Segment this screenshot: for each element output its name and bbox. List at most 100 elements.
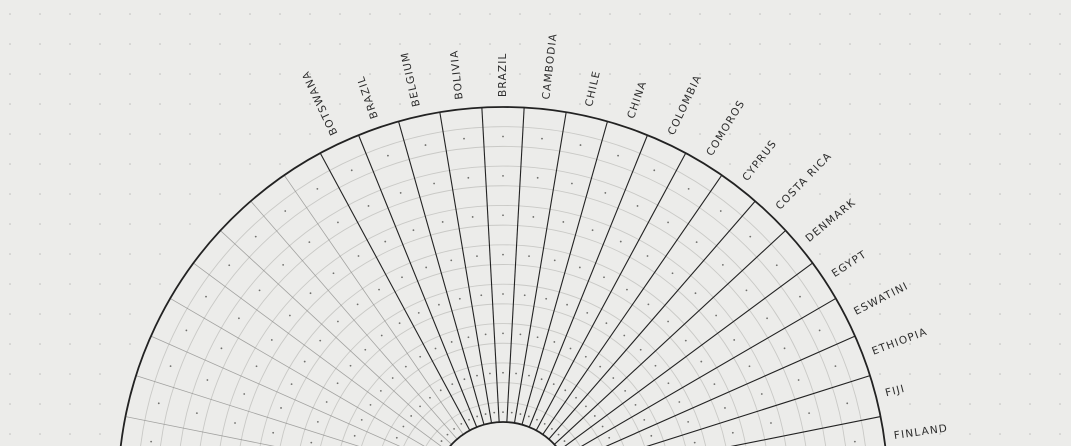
cell-dot [404, 365, 407, 368]
paper-dot [309, 103, 311, 105]
paper-dot [999, 193, 1001, 195]
paper-dot [9, 223, 11, 225]
cell-dot [489, 372, 491, 375]
paper-dot [849, 43, 851, 45]
paper-dot [39, 433, 41, 435]
paper-dot [969, 253, 971, 255]
dial-outline [119, 106, 887, 446]
cell-dot [540, 378, 543, 381]
cell-dot [532, 216, 535, 218]
cell-dot [528, 255, 530, 257]
paper-dot [1059, 373, 1061, 375]
cell-dot [446, 433, 449, 436]
cell-dot [799, 295, 801, 298]
paper-dot [699, 73, 701, 75]
ring-arc [340, 323, 666, 446]
paper-dot [489, 73, 491, 75]
cell-dot [724, 407, 726, 409]
cell-dot [453, 427, 455, 430]
cell-dot [471, 216, 474, 218]
paper-dot [309, 73, 311, 75]
cell-dot [353, 434, 356, 437]
paper-dot [579, 43, 581, 45]
paper-dot [759, 43, 761, 45]
paper-dot [549, 73, 551, 75]
cell-dot [700, 360, 703, 363]
paper-dot [699, 13, 701, 15]
paper-dot [999, 103, 1001, 105]
cell-dot [384, 240, 387, 243]
cell-dot [502, 135, 504, 138]
paper-dot [999, 403, 1001, 405]
ring-arc [219, 205, 787, 446]
paper-dot [939, 403, 941, 405]
paper-dot [99, 253, 101, 255]
cell-dot [319, 339, 322, 342]
cell-dot [206, 379, 209, 381]
cell-dot [608, 436, 611, 439]
paper-dot [729, 13, 731, 15]
paper-dot [69, 133, 71, 135]
cell-dot [395, 436, 398, 439]
paper-dot [939, 73, 941, 75]
paper-dot [1059, 313, 1061, 315]
cell-dot [255, 365, 258, 368]
cell-dot [303, 360, 306, 363]
paper-dot [129, 73, 131, 75]
paper-dot [279, 73, 281, 75]
paper-dot [1059, 13, 1061, 15]
cell-dot [634, 403, 637, 406]
cell-dot [591, 229, 594, 232]
country-label: ESWATINI [852, 280, 911, 318]
paper-dot [39, 103, 41, 105]
paper-dot [9, 103, 11, 105]
country-label: BRAZIL [497, 52, 509, 97]
paper-dot [789, 73, 791, 75]
paper-dot [1029, 283, 1031, 285]
paper-dot [939, 133, 941, 135]
cell-dot [468, 418, 470, 421]
paper-dot [999, 43, 1001, 45]
paper-dot [939, 433, 941, 435]
paper-dot [969, 103, 971, 105]
cell-dot [639, 348, 642, 351]
paper-dot [189, 13, 191, 15]
cell-dot [715, 314, 718, 317]
cell-dot [367, 205, 370, 207]
sector-spoke [193, 262, 442, 446]
paper-dot [999, 73, 1001, 75]
paper-dot [39, 73, 41, 75]
sector-spoke [481, 107, 500, 423]
paper-dot [999, 313, 1001, 315]
cell-dot [846, 402, 849, 405]
cell-dot [552, 383, 555, 386]
paper-dot [699, 133, 701, 135]
paper-dot [369, 13, 371, 15]
paper-dot [849, 223, 851, 225]
paper-dot [69, 373, 71, 375]
paper-dot [1029, 253, 1031, 255]
paper-dot [99, 313, 101, 315]
cell-dot [205, 295, 207, 298]
cell-dot [553, 341, 556, 343]
paper-dot [939, 223, 941, 225]
paper-dot [219, 193, 221, 195]
cell-dot [605, 322, 608, 325]
paper-dot [69, 253, 71, 255]
paper-dot [969, 133, 971, 135]
paper-dot [609, 103, 611, 105]
cell-dot [484, 413, 487, 415]
paper-dot [1059, 163, 1061, 165]
paper-dot [699, 43, 701, 45]
cell-dot [502, 175, 504, 177]
cell-dot [433, 182, 435, 185]
cell-dot [687, 187, 690, 190]
paper-dot [849, 13, 851, 15]
paper-dot [849, 193, 851, 195]
paper-dot [969, 13, 971, 15]
paper-dot [9, 313, 11, 315]
country-label: COMOROS [704, 98, 747, 158]
outer-arc [119, 106, 887, 446]
paper-dot [669, 43, 671, 45]
paper-dot [279, 43, 281, 45]
